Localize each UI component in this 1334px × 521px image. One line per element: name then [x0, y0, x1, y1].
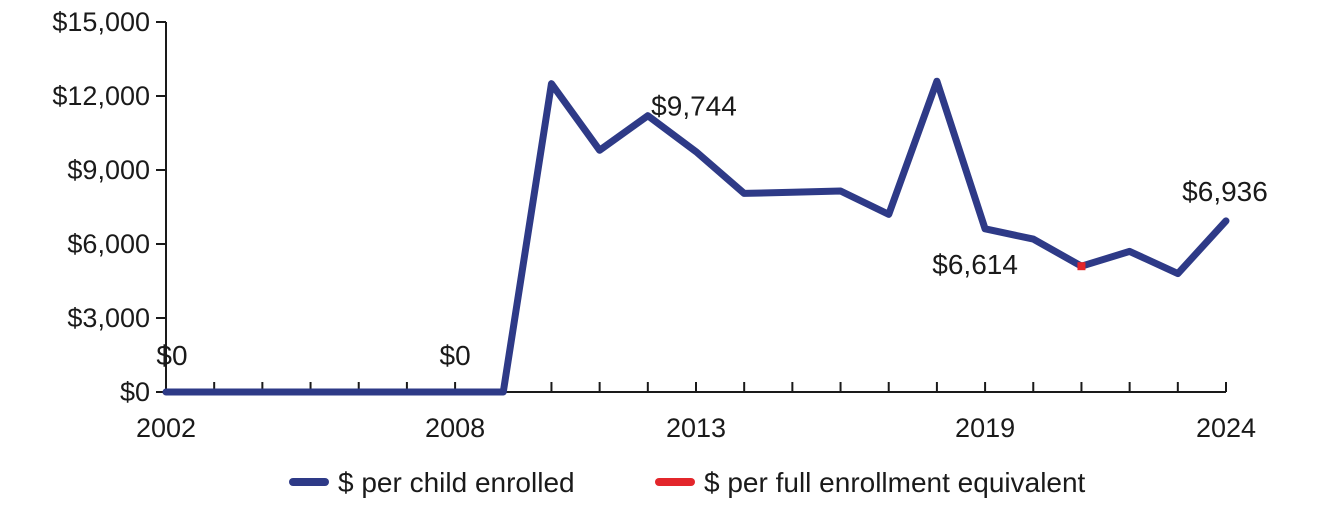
- x-axis-ticks: 2002 2008 2013 2019 2024: [136, 382, 1256, 443]
- x-tick-label: 2024: [1196, 413, 1256, 443]
- series-point-per-child-enrolled: [1177, 273, 1179, 275]
- legend: $ per child enrolled $ per full enrollmen…: [289, 467, 1086, 498]
- series-point-per-child-enrolled: [358, 391, 360, 393]
- series-point-per-child-enrolled: [936, 80, 938, 82]
- y-tick-label: $6,000: [67, 229, 150, 259]
- x-tick-label: 2002: [136, 413, 196, 443]
- series-point-per-child-enrolled: [743, 192, 745, 194]
- series-point-per-child-enrolled: [310, 391, 312, 393]
- x-tick-label: 2008: [425, 413, 485, 443]
- series-point-per-child-enrolled: [550, 83, 552, 85]
- series-point-per-child-enrolled: [406, 391, 408, 393]
- y-tick-label: $9,000: [67, 155, 150, 185]
- y-tick-label: $12,000: [52, 81, 150, 111]
- series-point-per-full-enrollment-equivalent: [1077, 262, 1086, 271]
- data-label: $9,744: [651, 91, 737, 122]
- y-tick-label: $15,000: [52, 7, 150, 37]
- legend-label-per-full-enrollment-equivalent: $ per full enrollment equivalent: [704, 467, 1086, 498]
- series-point-per-child-enrolled: [840, 190, 842, 192]
- series-layer: [162, 77, 1230, 396]
- data-labels: $0 $0 $9,744 $6,614 $6,936: [156, 91, 1267, 371]
- data-label: $0: [440, 340, 471, 371]
- series-point-per-child-enrolled: [647, 115, 649, 117]
- series-point-per-child-enrolled: [1032, 238, 1034, 240]
- series-point-per-child-enrolled: [791, 191, 793, 193]
- series-point-per-child-enrolled: [599, 149, 601, 151]
- axes: [165, 22, 1226, 393]
- series-point-per-child-enrolled: [695, 151, 697, 153]
- x-tick-label: 2019: [955, 413, 1015, 443]
- series-line-per-child-enrolled: [162, 77, 1230, 396]
- series-point-per-child-enrolled: [165, 391, 167, 393]
- y-tick-label: $0: [120, 377, 150, 407]
- legend-label-per-child-enrolled: $ per child enrolled: [338, 467, 575, 498]
- series-point-per-child-enrolled: [502, 391, 504, 393]
- series-point-per-child-enrolled: [888, 213, 890, 215]
- y-axis-ticks: $0 $3,000 $6,000 $9,000 $12,000 $15,000: [52, 7, 166, 407]
- x-tick-label: 2013: [666, 413, 726, 443]
- series-point-per-child-enrolled: [984, 228, 986, 230]
- y-tick-label: $3,000: [67, 303, 150, 333]
- series-point-per-child-enrolled: [261, 391, 263, 393]
- data-label: $6,936: [1182, 176, 1268, 207]
- series-point-per-child-enrolled: [454, 391, 456, 393]
- data-label: $0: [156, 340, 187, 371]
- series-point-per-child-enrolled: [1225, 220, 1227, 222]
- series-point-per-child-enrolled: [213, 391, 215, 393]
- data-label: $6,614: [932, 249, 1018, 280]
- series-point-per-child-enrolled: [1129, 250, 1131, 252]
